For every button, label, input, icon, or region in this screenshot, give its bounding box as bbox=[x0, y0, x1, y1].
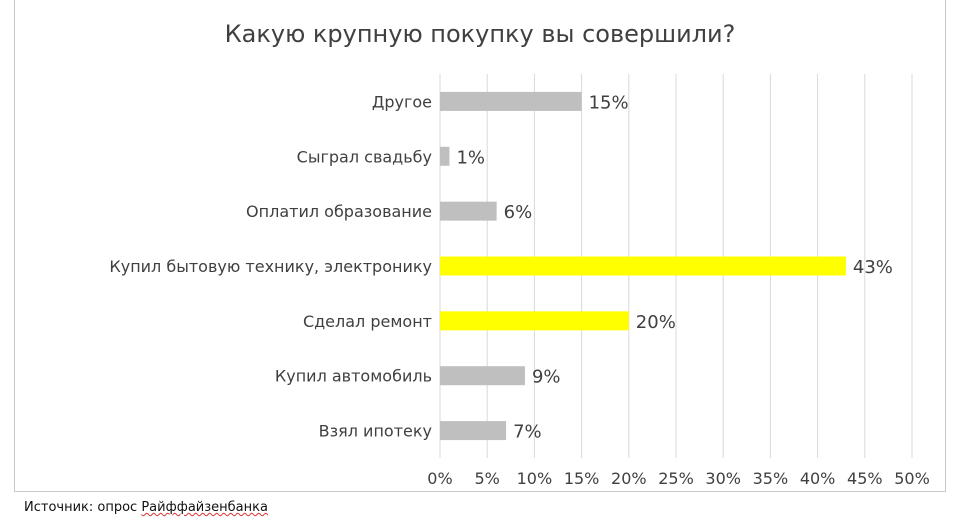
category-label: Другое bbox=[372, 92, 432, 111]
x-tick-label: 25% bbox=[658, 469, 694, 488]
category-label: Сделал ремонт bbox=[303, 312, 432, 331]
bar bbox=[440, 201, 497, 221]
category-label: Купил бытовую технику, электронику bbox=[109, 257, 432, 276]
source-prefix: Источник: опрос bbox=[24, 500, 142, 515]
bar bbox=[440, 146, 450, 166]
category-label: Оплатил образование bbox=[246, 202, 432, 221]
x-tick-label: 0% bbox=[427, 469, 452, 488]
x-tick-label: 20% bbox=[611, 469, 647, 488]
data-label: 20% bbox=[636, 312, 676, 333]
data-label: 43% bbox=[853, 257, 893, 278]
category-label: Купил автомобиль bbox=[275, 367, 432, 386]
bar bbox=[440, 91, 582, 111]
bar bbox=[440, 311, 629, 331]
x-tick-label: 35% bbox=[753, 469, 789, 488]
source-name: Райффайзенбанка bbox=[141, 500, 268, 515]
bar-layer bbox=[440, 91, 846, 441]
category-label: Сыграл свадьбу bbox=[297, 147, 432, 166]
x-tick-label: 5% bbox=[475, 469, 500, 488]
data-label: 6% bbox=[504, 202, 533, 223]
x-tick-label: 45% bbox=[847, 469, 883, 488]
x-tick-label: 10% bbox=[517, 469, 553, 488]
category-label: Взял ипотеку bbox=[319, 422, 432, 441]
data-label: 9% bbox=[532, 367, 561, 388]
bar bbox=[440, 366, 525, 386]
label-layer: Другое 15% Сыграл свадьбу 1% Оплатил образов… bbox=[109, 92, 893, 442]
x-tick-label: 40% bbox=[800, 469, 836, 488]
data-label: 1% bbox=[456, 147, 485, 168]
bar bbox=[440, 256, 846, 276]
x-tick-label: 30% bbox=[705, 469, 741, 488]
bar bbox=[440, 421, 507, 441]
data-label: 15% bbox=[589, 92, 629, 113]
x-tick-label: 15% bbox=[564, 469, 600, 488]
chart-frame bbox=[14, 0, 946, 492]
tick-layer: 0% 5% 10% 15% 20% 25% 30% 35% 40% 45% 50% bbox=[427, 469, 929, 488]
chart-title: Какую крупную покупку вы совершили? bbox=[224, 20, 736, 48]
data-label: 7% bbox=[513, 422, 542, 443]
x-tick-label: 50% bbox=[894, 469, 930, 488]
source-note: Источник: опрос Райффайзенбанка bbox=[24, 500, 268, 515]
